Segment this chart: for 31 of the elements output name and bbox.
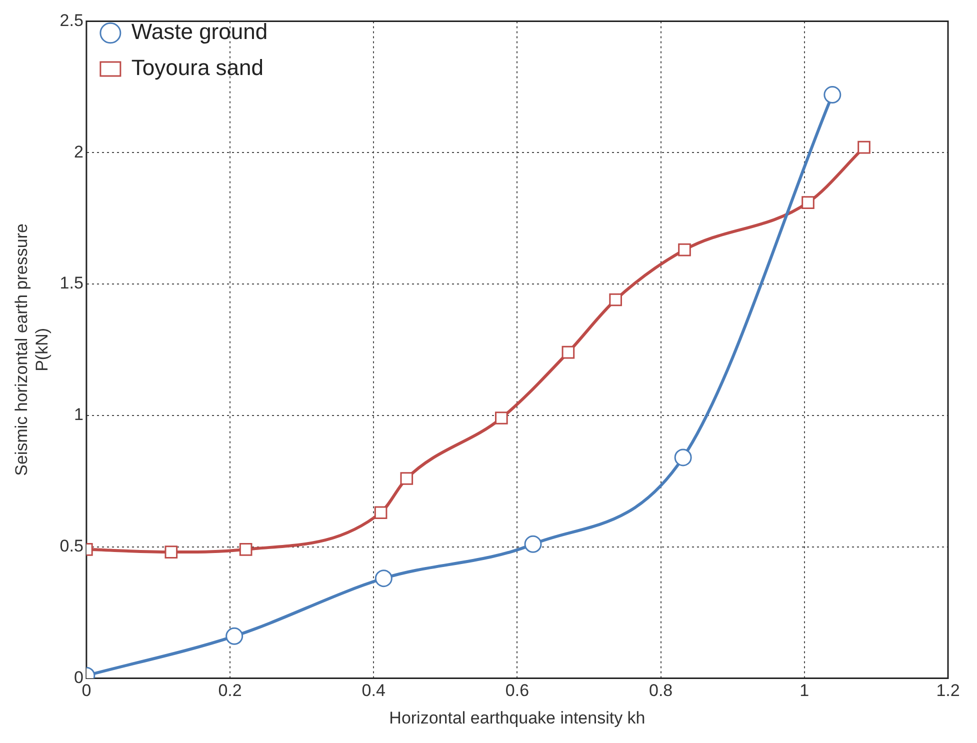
y-tick-label: 0 (74, 668, 84, 687)
point (824, 86, 842, 104)
y-tick-label: 1.5 (60, 274, 84, 293)
legend-label: Toyoura sand (131, 55, 264, 80)
point (374, 570, 392, 588)
legend-label: Waste ground (131, 19, 268, 44)
x-tick-label: 0.6 (505, 681, 530, 700)
x-tick-label: 1 (800, 681, 810, 700)
y-tick-label: 2 (74, 142, 84, 162)
x-tick-label: 0.8 (648, 681, 673, 700)
point (524, 535, 542, 553)
point (239, 543, 252, 556)
y-tick-label: 1 (74, 405, 84, 424)
x-tick-label: 1.2 (936, 681, 960, 700)
point (674, 448, 692, 466)
point (495, 412, 508, 424)
y-axis-title: Seismic horizontal earth pressure P(kN) (12, 224, 52, 476)
point (400, 472, 414, 485)
point (164, 546, 178, 558)
y-tick-label: 2.5 (60, 10, 84, 30)
point (802, 196, 814, 209)
point (609, 293, 622, 306)
x-tick-label: 0.4 (362, 681, 386, 700)
point (678, 243, 691, 256)
x-tick-label: 0.2 (218, 681, 242, 700)
point (374, 506, 388, 520)
point (858, 140, 870, 154)
y-tick-label: 0.5 (60, 536, 84, 556)
x-axis-title: Horizontal earthquake intensity kh (389, 708, 646, 728)
point (562, 346, 575, 359)
point (226, 627, 244, 645)
